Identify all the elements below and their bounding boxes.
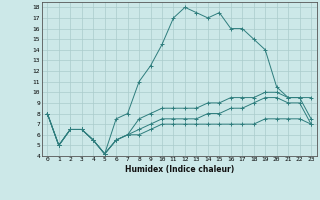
- X-axis label: Humidex (Indice chaleur): Humidex (Indice chaleur): [124, 165, 234, 174]
